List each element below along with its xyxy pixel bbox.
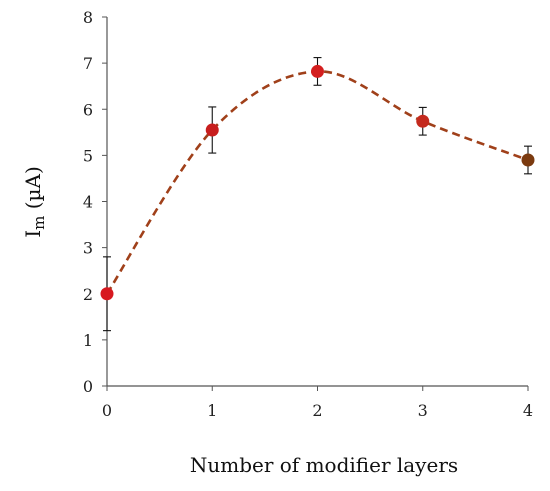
y-axis-label-sub: m xyxy=(30,216,48,230)
x-axis-label: Number of modifier layers xyxy=(190,453,458,477)
x-tick-label: 2 xyxy=(312,401,322,420)
data-point xyxy=(521,153,535,167)
y-tick-label: 8 xyxy=(83,8,93,27)
x-tick-label: 1 xyxy=(207,401,217,420)
y-axis-label-unit: (µA) xyxy=(21,166,45,215)
data-point xyxy=(416,114,430,128)
y-axis-ticks: 0 1 2 3 4 5 6 7 8 xyxy=(83,8,107,396)
data-point xyxy=(100,287,114,301)
y-tick-label: 0 xyxy=(83,377,93,396)
x-tick-label: 4 xyxy=(523,401,533,420)
y-tick-label: 4 xyxy=(83,193,93,212)
y-tick-label: 5 xyxy=(83,146,93,165)
y-tick-label: 7 xyxy=(83,54,93,73)
data-point xyxy=(311,64,324,78)
data-point xyxy=(205,123,219,137)
data-points xyxy=(100,57,535,332)
y-axis-label-main: I xyxy=(21,230,45,238)
x-tick-label: 0 xyxy=(102,401,112,420)
y-tick-label: 3 xyxy=(83,239,93,258)
y-tick-label: 2 xyxy=(83,285,93,304)
x-axis-ticks: 0 1 2 3 4 xyxy=(102,386,533,420)
y-axis-label: Im (µA) xyxy=(21,166,48,238)
x-tick-label: 3 xyxy=(418,401,428,420)
trend-line xyxy=(105,70,529,295)
y-tick-label: 1 xyxy=(83,331,93,350)
y-tick-label: 6 xyxy=(83,100,93,119)
